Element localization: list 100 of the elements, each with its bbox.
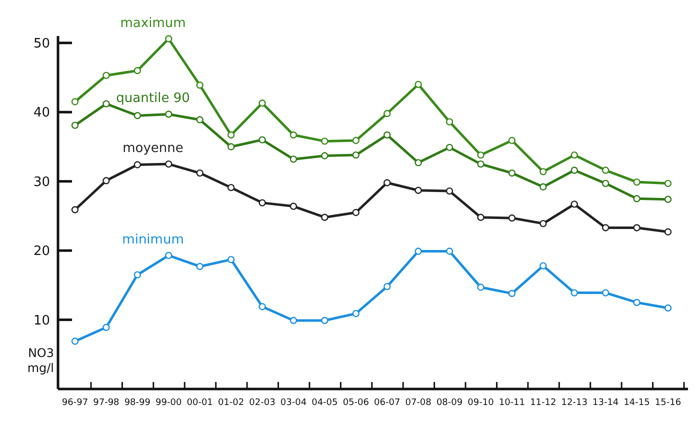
point — [664, 196, 672, 203]
point — [71, 98, 79, 106]
point — [602, 166, 610, 174]
point — [321, 214, 328, 221]
point — [165, 252, 172, 260]
x-tick-label: 07-08 — [405, 398, 432, 408]
point — [258, 199, 266, 206]
point — [165, 110, 172, 118]
x-tick-label: 98-99 — [124, 398, 151, 408]
x-tick-label: 05-06 — [342, 398, 370, 408]
point — [384, 282, 391, 290]
point — [446, 118, 454, 126]
point — [414, 159, 422, 166]
point — [102, 324, 110, 331]
point — [540, 220, 547, 228]
point — [227, 131, 235, 139]
x-tick-label: 09-10 — [468, 398, 494, 408]
point — [102, 100, 110, 108]
x-tick-label: 13-14 — [592, 398, 619, 408]
point — [290, 202, 298, 210]
point — [321, 152, 328, 160]
x-tick-label: 97-98 — [93, 398, 120, 408]
point — [227, 143, 235, 150]
point — [352, 208, 360, 216]
point — [384, 110, 391, 118]
point — [414, 248, 422, 255]
point — [633, 224, 640, 232]
point — [71, 338, 79, 345]
x-tick-label: 06-07 — [374, 398, 400, 408]
x-tick-label: 01-02 — [218, 398, 244, 408]
y-tick-label: 30 — [33, 174, 50, 190]
point — [602, 224, 610, 232]
point — [134, 112, 142, 120]
point — [540, 168, 547, 176]
x-tick-label: 04-05 — [312, 398, 338, 408]
point — [165, 160, 172, 168]
point — [134, 67, 142, 74]
point — [352, 151, 360, 159]
point — [258, 100, 266, 107]
x-tick-label: 14-15 — [624, 398, 650, 408]
point — [258, 136, 266, 144]
x-tick-label: 96-97 — [62, 398, 88, 408]
point — [508, 290, 516, 298]
point — [414, 80, 422, 88]
point — [102, 177, 110, 184]
point — [446, 248, 454, 255]
point — [258, 303, 266, 310]
y-tick-label: 40 — [33, 106, 50, 121]
point — [290, 316, 298, 324]
point — [196, 116, 204, 124]
y-tick-label: 10 — [33, 313, 50, 328]
point — [196, 262, 204, 270]
point — [290, 156, 298, 163]
point — [227, 256, 235, 264]
x-tick-label: 03-04 — [280, 398, 307, 408]
point — [227, 184, 235, 192]
point — [196, 169, 204, 177]
point — [384, 131, 391, 139]
point — [633, 298, 640, 306]
point — [71, 122, 79, 129]
series-label: quantile 90 — [116, 91, 190, 106]
point — [102, 72, 110, 80]
point — [477, 151, 484, 159]
point — [570, 289, 578, 296]
point — [321, 316, 328, 324]
point — [633, 195, 640, 202]
point — [664, 180, 672, 188]
point — [664, 228, 672, 236]
point — [134, 161, 142, 168]
point — [134, 271, 142, 278]
point — [570, 200, 578, 208]
point — [165, 35, 172, 42]
y-axis-title: NO3 mg/l — [27, 346, 54, 375]
point — [477, 160, 484, 168]
point — [352, 136, 360, 144]
x-tick-label: 12-13 — [561, 398, 588, 408]
series-label: minimum — [122, 232, 184, 248]
point — [570, 151, 578, 159]
point — [508, 136, 516, 144]
point — [602, 180, 610, 188]
point — [321, 138, 328, 145]
y-tick-label: 20 — [33, 244, 50, 260]
point — [446, 144, 454, 152]
point — [446, 187, 454, 195]
point — [290, 131, 298, 139]
point — [384, 179, 391, 186]
x-tick-label: 00-01 — [186, 398, 213, 408]
series-label: maximum — [120, 16, 186, 31]
point — [352, 310, 360, 318]
x-tick-label: 15-16 — [654, 398, 682, 408]
series-label: moyenne — [122, 141, 184, 156]
point — [508, 214, 516, 222]
point — [540, 183, 547, 190]
point — [477, 214, 484, 221]
point — [477, 284, 484, 291]
x-tick-label: 10-11 — [498, 398, 526, 408]
x-tick-label: 99-00 — [156, 398, 182, 408]
y-tick-label: 50 — [33, 36, 50, 52]
point — [633, 178, 640, 186]
point — [414, 186, 422, 194]
